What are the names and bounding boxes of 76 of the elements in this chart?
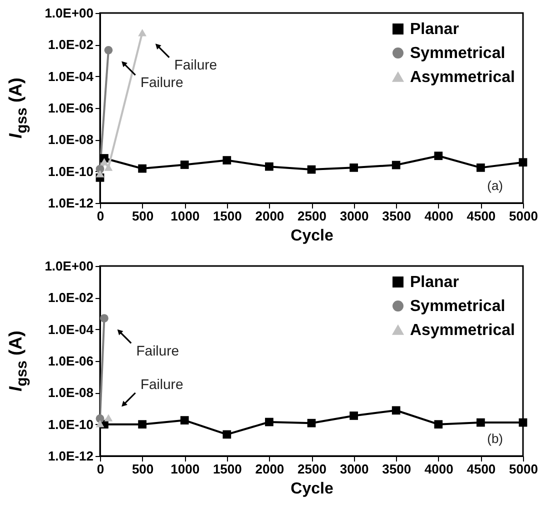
y-tick-label: 1.0E-08 (48, 385, 94, 400)
x-tick-label: 500 (132, 208, 154, 224)
y-tick-label: 1.0E-10 (48, 164, 94, 179)
y-tick-label: 1.0E+00 (44, 6, 94, 20)
point (138, 420, 146, 429)
point (96, 170, 104, 178)
x-tick-label: 2500 (298, 208, 326, 224)
x-axis-title: Cycle (290, 228, 334, 244)
x-tick-label: 1500 (212, 208, 242, 224)
point (434, 420, 443, 429)
x-tick-label: 3000 (340, 208, 369, 224)
x-tick-label: 1500 (212, 462, 242, 476)
point (104, 46, 113, 54)
x-tick-label: 3500 (382, 462, 412, 476)
y-tick-label: 1.0E+00 (44, 258, 94, 274)
point (518, 158, 528, 167)
point (307, 418, 316, 428)
x-tick-label: 3000 (340, 462, 369, 476)
legend-label: Symmetrical (410, 45, 506, 62)
x-tick-label: 2500 (298, 462, 326, 476)
point (138, 164, 146, 173)
point (350, 164, 358, 172)
y-tick-label: 1.0E-12 (48, 448, 94, 464)
y-tick-label: 1.0E-12 (48, 196, 94, 210)
point (100, 158, 108, 166)
x-tick-label: 1000 (170, 462, 200, 476)
x-tick-label: 2000 (255, 462, 284, 476)
legend-label: Symmetrical (410, 298, 506, 315)
x-tick-label: 4500 (466, 208, 496, 224)
legend-label: Planar (410, 274, 459, 291)
point (392, 406, 400, 415)
point (350, 412, 358, 420)
point (100, 314, 108, 322)
x-tick-label: 0 (96, 208, 104, 224)
y-tick-label: 1.0E-06 (48, 100, 94, 116)
x-tick-label: 5000 (509, 462, 538, 476)
annotation: (b) (487, 431, 503, 446)
annotation: (a) (487, 178, 503, 193)
x-tick-label: 5000 (509, 208, 538, 224)
point (222, 430, 232, 439)
annotation: Failure (140, 74, 184, 90)
y-tick-label: 1.0E-04 (48, 68, 94, 84)
annotation: Failure (174, 56, 218, 73)
x-tick-label: 0 (96, 462, 104, 476)
annotation: Failure (136, 342, 180, 358)
point (392, 160, 400, 170)
point (307, 165, 316, 174)
point (476, 418, 485, 427)
point (180, 416, 189, 424)
x-tick-label: 2000 (255, 208, 284, 224)
legend-label: Planar (410, 21, 459, 38)
annotation: Failure (140, 376, 184, 392)
y-tick-label: 1.0E-06 (48, 354, 94, 368)
point (434, 152, 443, 160)
point (476, 164, 485, 172)
x-tick-label: 4500 (466, 462, 496, 476)
legend-label: Asymmetrical (410, 69, 515, 86)
y-tick-label: 1.0E-10 (48, 416, 94, 432)
y-tick-label: 1.0E-04 (48, 322, 94, 337)
point (265, 418, 274, 426)
x-tick-label: 3500 (382, 208, 412, 224)
y-tick-label: 1.0E-02 (48, 290, 94, 306)
point (104, 164, 113, 171)
point (222, 156, 232, 164)
legend-label: Asymmetrical (410, 322, 515, 339)
y-tick-label: 1.0E-08 (48, 132, 94, 148)
y-tick-label: 1.0E-02 (48, 37, 94, 52)
x-axis-title: Cycle (290, 480, 334, 498)
x-tick-label: 4000 (424, 208, 454, 224)
x-tick-label: 4000 (424, 462, 454, 476)
x-tick-label: 500 (132, 462, 154, 476)
point (138, 28, 146, 36)
point (265, 162, 274, 171)
x-tick-label: 1000 (170, 208, 200, 224)
point (180, 160, 189, 169)
point (518, 418, 528, 427)
